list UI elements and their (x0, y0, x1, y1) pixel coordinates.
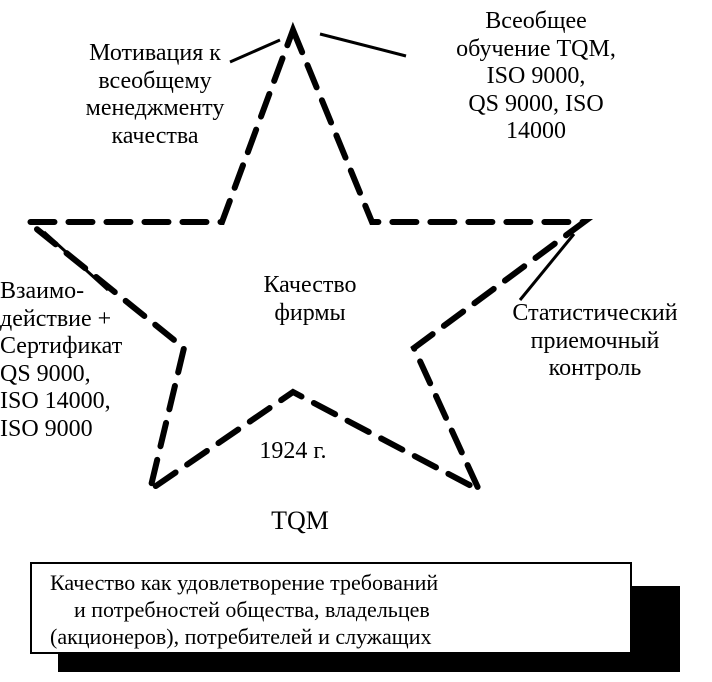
label-year: 1924 г. (228, 438, 358, 466)
caption-line-1: Качество как удовлетворение требований (50, 570, 612, 597)
label-training: Всеобщееобучение TQM,ISO 9000,QS 9000, I… (396, 8, 676, 146)
caption-box: Качество как удовлетворение требований и… (30, 562, 632, 654)
caption-line-3: (акционеров), потребителей и служащих (50, 624, 612, 651)
label-firm-quality: Качествофирмы (220, 272, 400, 327)
caption-line-2: и потребностей общества, владельцев (50, 597, 612, 624)
label-motivation: Мотивация квсеобщемуменеджментукачества (40, 40, 270, 150)
label-tqm: TQM (240, 506, 360, 536)
caption-wrap: Качество как удовлетворение требований и… (30, 562, 680, 672)
label-stat-control: Статистическийприемочныйконтроль (480, 300, 710, 383)
label-interaction-cert: Взаимо-действие +СертификатQS 9000,ISO 1… (0, 278, 200, 444)
diagram-root: { "diagram": { "type": "star-diagram", "… (0, 0, 712, 682)
